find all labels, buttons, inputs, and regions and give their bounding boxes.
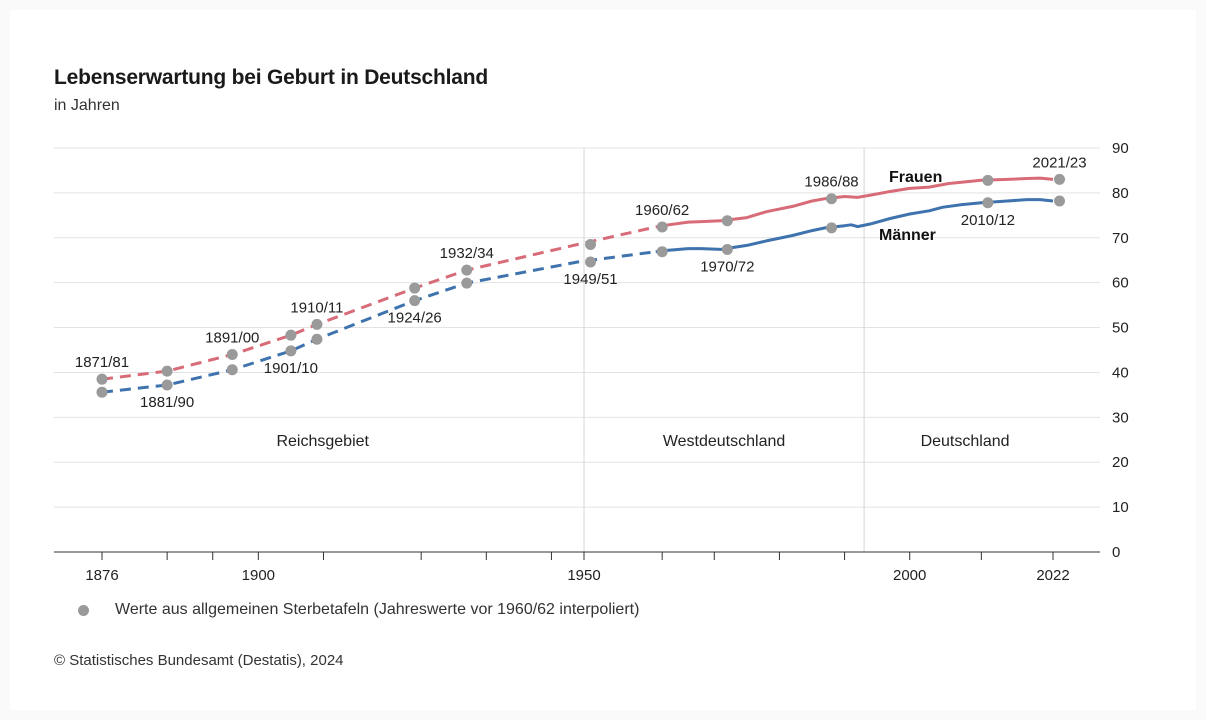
source-note: © Statistisches Bundesamt (Destatis), 20… [54,652,344,669]
x-tick-label: 1950 [567,567,600,584]
period-label: 1986/88 [804,174,858,191]
x-tick-label: 2022 [1036,567,1069,584]
data-point-maenner [226,364,238,376]
data-point-maenner [409,295,421,307]
data-point-frauen [585,239,597,251]
y-tick-label: 20 [1112,454,1129,471]
data-point-frauen [826,193,838,205]
data-point-maenner [826,222,838,234]
legend: Werte aus allgemeinen Sterbetafeln (Jahr… [78,601,639,619]
data-point-maenner [982,197,994,209]
period-label: 1871/81 [75,354,129,371]
y-tick-label: 60 [1112,275,1129,292]
series-label-frauen: Frauen [889,169,942,186]
data-point-frauen [161,365,173,377]
data-point-maenner [285,345,297,357]
data-point-maenner [585,256,597,268]
data-point-frauen [311,318,323,330]
period-label: 2010/12 [961,212,1015,229]
period-label: 1949/51 [563,271,617,288]
chart-card [10,10,1196,710]
x-tick-label: 1900 [242,567,275,584]
data-point-maenner [311,333,323,345]
data-point-maenner [461,277,473,289]
data-point-maenner [96,386,108,398]
series-label-maenner: Männer [879,227,936,244]
legend-label: Werte aus allgemeinen Sterbetafeln (Jahr… [115,601,640,618]
data-point-frauen [721,215,733,227]
period-label: 1881/90 [140,394,194,411]
data-point-maenner [721,243,733,255]
data-point-maenner [656,246,668,258]
data-point-frauen [96,373,108,385]
y-tick-label: 50 [1112,320,1129,337]
series-line-frauen-dashed [101,225,657,381]
region-label: Reichsgebiet [276,433,369,450]
x-tick-label: 1876 [85,567,118,584]
period-label: 1924/26 [388,310,442,327]
period-label: 1891/00 [205,329,259,346]
region-label: Deutschland [921,433,1010,450]
y-tick-label: 90 [1112,140,1129,157]
period-label: 1901/10 [264,360,318,377]
y-tick-label: 0 [1112,544,1120,561]
chart-subtitle: in Jahren [54,97,120,114]
y-tick-label: 70 [1112,230,1129,247]
period-label: 1970/72 [700,258,754,275]
data-point-maenner [161,379,173,391]
data-point-frauen [656,221,668,233]
region-label: Westdeutschland [663,433,785,450]
data-point-frauen [285,329,297,341]
data-point-frauen [409,282,421,294]
x-tick-label: 2000 [893,567,926,584]
data-point-frauen [1054,173,1066,185]
data-point-maenner [1054,195,1066,207]
data-point-frauen [226,348,238,360]
data-point-frauen [982,174,994,186]
y-tick-label: 80 [1112,185,1129,202]
data-point-frauen [461,264,473,276]
y-tick-label: 30 [1112,409,1129,426]
period-label: 2021/23 [1032,154,1086,171]
period-label: 1960/62 [635,202,689,219]
series-line-frauen [655,176,1054,229]
y-tick-label: 10 [1112,499,1129,516]
y-tick-label: 40 [1112,364,1129,381]
legend-marker-icon [78,604,89,616]
period-label: 1932/34 [440,245,494,262]
period-label: 1910/11 [290,299,343,316]
chart-title: Lebenserwartung bei Geburt in Deutschlan… [54,66,489,89]
